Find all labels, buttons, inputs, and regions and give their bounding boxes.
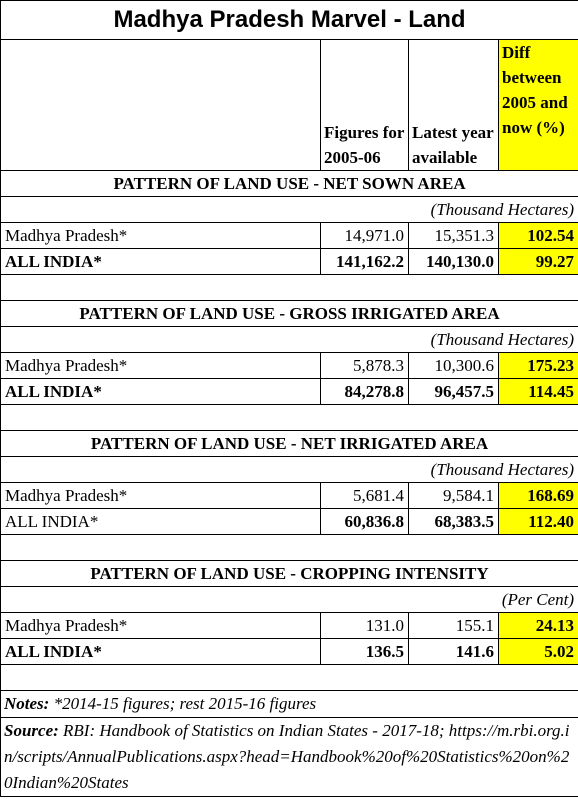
- value-cell: 84,278.8: [320, 378, 409, 405]
- row-label: Madhya Pradesh*: [0, 612, 321, 639]
- table-row: [0, 274, 578, 301]
- column-header: Latest year available: [408, 39, 499, 171]
- value-cell: 140,130.0: [408, 248, 499, 275]
- diff-cell: 175.23: [497, 352, 578, 379]
- section-heading: PATTERN OF LAND USE - NET SOWN AREA: [0, 170, 578, 197]
- table-row: Madhya Pradesh* 131.0 155.1 24.13: [0, 612, 578, 639]
- section-heading: PATTERN OF LAND USE - GROSS IRRIGATED AR…: [0, 300, 578, 327]
- value-cell: 60,836.8: [320, 508, 409, 535]
- table-row: [0, 404, 578, 431]
- value-cell: 5,681.4: [320, 482, 409, 509]
- source-label: Source:: [4, 721, 59, 740]
- value-cell: 131.0: [320, 612, 409, 639]
- table-row: [0, 534, 578, 561]
- unit-label: (Per Cent): [0, 586, 578, 613]
- value-cell: 141.6: [408, 638, 499, 665]
- row-label: ALL INDIA*: [0, 378, 321, 405]
- spacer: [0, 274, 578, 301]
- row-label: Madhya Pradesh*: [0, 352, 321, 379]
- diff-cell: 24.13: [497, 612, 578, 639]
- value-cell: 68,383.5: [408, 508, 499, 535]
- row-label: ALL INDIA*: [0, 508, 321, 535]
- table-row: [0, 664, 578, 691]
- notes-label: Notes:: [4, 694, 50, 713]
- value-cell: 9,584.1: [408, 482, 499, 509]
- section-heading: PATTERN OF LAND USE - CROPPING INTENSITY: [0, 560, 578, 587]
- unit-label: (Thousand Hectares): [0, 326, 578, 353]
- diff-cell: 5.02: [497, 638, 578, 665]
- unit-label: (Thousand Hectares): [0, 196, 578, 223]
- notes: Notes: *2014-15 figures; rest 2015-16 fi…: [0, 690, 578, 718]
- source: Source: RBI: Handbook of Statistics on I…: [0, 717, 578, 797]
- unit-label: (Thousand Hectares): [0, 456, 578, 483]
- table-row: Madhya Pradesh* 5,878.3 10,300.6 175.23: [0, 352, 578, 379]
- section-heading: PATTERN OF LAND USE - NET IRRIGATED AREA: [0, 430, 578, 457]
- diff-cell: 112.40: [497, 508, 578, 535]
- diff-cell: 99.27: [497, 248, 578, 275]
- header-blank: [0, 39, 321, 171]
- value-cell: 96,457.5: [408, 378, 499, 405]
- table-row: ALL INDIA* 84,278.8 96,457.5 114.45: [0, 378, 578, 405]
- source-text: RBI: Handbook of Statistics on Indian St…: [4, 721, 570, 792]
- row-label: Madhya Pradesh*: [0, 222, 321, 249]
- diff-cell: 102.54: [497, 222, 578, 249]
- spacer: [0, 404, 578, 431]
- diff-cell: 114.45: [497, 378, 578, 405]
- table-row: PATTERN OF LAND USE - NET IRRIGATED AREA: [0, 430, 578, 457]
- spacer: [0, 664, 578, 691]
- table-row: PATTERN OF LAND USE - GROSS IRRIGATED AR…: [0, 300, 578, 327]
- notes-text: *2014-15 figures; rest 2015-16 figures: [53, 694, 317, 713]
- column-header: Diff between 2005 and now (%): [497, 39, 578, 171]
- table-row: Notes: *2014-15 figures; rest 2015-16 fi…: [0, 690, 578, 718]
- row-label: ALL INDIA*: [0, 248, 321, 275]
- value-cell: 15,351.3: [408, 222, 499, 249]
- row-label: ALL INDIA*: [0, 638, 321, 665]
- value-cell: 5,878.3: [320, 352, 409, 379]
- value-cell: 141,162.2: [320, 248, 409, 275]
- table-row: (Thousand Hectares): [0, 456, 578, 483]
- row-label: Madhya Pradesh*: [0, 482, 321, 509]
- table-row: (Per Cent): [0, 586, 578, 613]
- column-header: Figures for 2005-06: [320, 39, 409, 171]
- value-cell: 136.5: [320, 638, 409, 665]
- value-cell: 155.1: [408, 612, 499, 639]
- table-row: PATTERN OF LAND USE - NET SOWN AREA: [0, 170, 578, 197]
- title: Madhya Pradesh Marvel - Land: [0, 0, 578, 40]
- table-row: (Thousand Hectares): [0, 196, 578, 223]
- table-row: Madhya Pradesh* 5,681.4 9,584.1 168.69: [0, 482, 578, 509]
- table-row: Source: RBI: Handbook of Statistics on I…: [0, 717, 578, 797]
- table-row: (Thousand Hectares): [0, 326, 578, 353]
- table-row: PATTERN OF LAND USE - CROPPING INTENSITY: [0, 560, 578, 587]
- diff-cell: 168.69: [497, 482, 578, 509]
- value-cell: 14,971.0: [320, 222, 409, 249]
- table-row: ALL INDIA* 136.5 141.6 5.02: [0, 638, 578, 665]
- spacer: [0, 534, 578, 561]
- value-cell: 10,300.6: [408, 352, 499, 379]
- table-row: Madhya Pradesh* 14,971.0 15,351.3 102.54: [0, 222, 578, 249]
- table-row: ALL INDIA* 141,162.2 140,130.0 99.27: [0, 248, 578, 275]
- table-row: ALL INDIA* 60,836.8 68,383.5 112.40: [0, 508, 578, 535]
